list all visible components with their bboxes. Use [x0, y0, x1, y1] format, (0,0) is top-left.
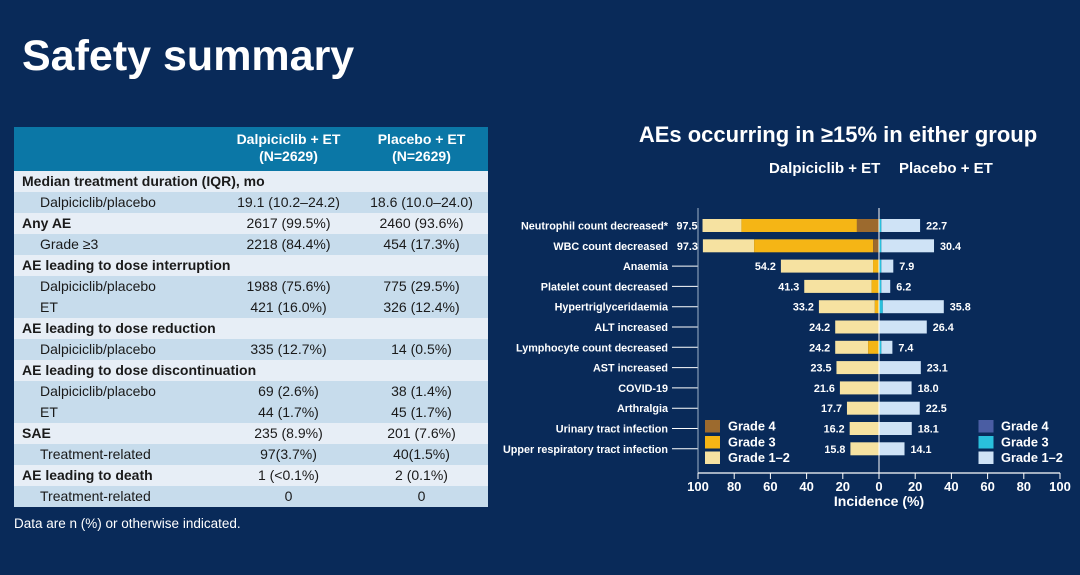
svg-text:40: 40	[799, 479, 813, 494]
svg-text:15.8: 15.8	[824, 444, 845, 456]
svg-text:100: 100	[1049, 479, 1071, 494]
svg-text:Grade 3: Grade 3	[1001, 435, 1049, 450]
svg-text:16.2: 16.2	[824, 424, 845, 436]
svg-text:18.1: 18.1	[918, 424, 939, 436]
svg-text:35.8: 35.8	[950, 302, 971, 314]
svg-text:Grade 4: Grade 4	[728, 419, 777, 434]
svg-text:Grade 1–2: Grade 1–2	[728, 450, 790, 465]
svg-text:17.7: 17.7	[821, 403, 842, 415]
svg-text:6.2: 6.2	[896, 281, 911, 293]
svg-text:26.4: 26.4	[933, 322, 954, 334]
svg-text:Hypertriglyceridaemia: Hypertriglyceridaemia	[555, 302, 669, 314]
svg-text:ALT increased: ALT increased	[594, 322, 668, 334]
svg-text:97.5: 97.5	[677, 221, 698, 233]
svg-text:22.7: 22.7	[926, 221, 947, 233]
svg-text:33.2: 33.2	[793, 302, 814, 314]
svg-text:23.1: 23.1	[927, 363, 948, 375]
svg-text:24.2: 24.2	[809, 322, 830, 334]
svg-text:100: 100	[687, 479, 709, 494]
svg-text:20: 20	[908, 479, 922, 494]
svg-text:18.0: 18.0	[918, 383, 939, 395]
svg-text:22.5: 22.5	[926, 403, 947, 415]
svg-text:Grade 4: Grade 4	[1001, 419, 1050, 434]
svg-text:Grade 1–2: Grade 1–2	[1001, 450, 1063, 465]
svg-text:Incidence (%): Incidence (%)	[834, 493, 924, 509]
svg-text:21.6: 21.6	[814, 383, 835, 395]
svg-text:Arthralgia: Arthralgia	[617, 403, 669, 415]
svg-text:Grade 3: Grade 3	[728, 435, 776, 450]
svg-text:80: 80	[727, 479, 741, 494]
svg-text:60: 60	[980, 479, 994, 494]
svg-text:0: 0	[875, 479, 882, 494]
svg-text:Anaemia: Anaemia	[623, 261, 669, 273]
svg-text:54.2: 54.2	[755, 261, 776, 273]
svg-text:7.9: 7.9	[899, 261, 914, 273]
svg-text:24.2: 24.2	[809, 342, 830, 354]
svg-text:WBC count decreased: WBC count decreased	[553, 241, 668, 253]
svg-text:41.3: 41.3	[778, 281, 799, 293]
svg-text:14.1: 14.1	[911, 444, 932, 456]
svg-text:23.5: 23.5	[810, 363, 831, 375]
svg-text:COVID-19: COVID-19	[618, 383, 668, 395]
svg-text:Lymphocyte count decreased: Lymphocyte count decreased	[516, 342, 668, 354]
svg-text:80: 80	[1017, 479, 1031, 494]
svg-text:Upper respiratory tract infect: Upper respiratory tract infection	[503, 444, 668, 456]
svg-text:30.4: 30.4	[940, 241, 961, 253]
svg-text:AST increased: AST increased	[593, 363, 668, 375]
svg-text:7.4: 7.4	[898, 342, 913, 354]
svg-text:40: 40	[944, 479, 958, 494]
svg-text:20: 20	[836, 479, 850, 494]
svg-text:Neutrophil count decreased*: Neutrophil count decreased*	[521, 221, 669, 233]
svg-text:Platelet count decreased: Platelet count decreased	[541, 281, 668, 293]
svg-text:60: 60	[763, 479, 777, 494]
svg-text:97.3: 97.3	[677, 241, 698, 253]
svg-text:Urinary tract infection: Urinary tract infection	[556, 424, 668, 436]
